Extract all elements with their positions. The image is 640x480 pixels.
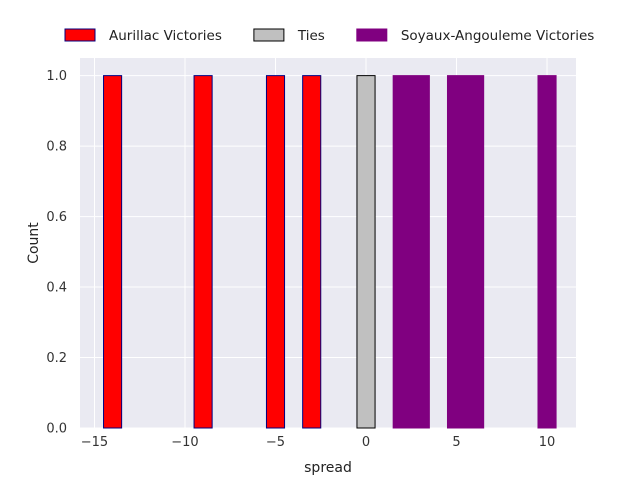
legend-label: Ties bbox=[297, 28, 325, 44]
bars bbox=[103, 75, 557, 429]
legend-item: Soyaux-Angouleme Victories bbox=[356, 28, 595, 44]
histogram-bar bbox=[446, 75, 485, 429]
legend-label: Soyaux-Angouleme Victories bbox=[401, 28, 595, 44]
histogram-bar bbox=[356, 75, 376, 429]
legend-label: Aurillac Victories bbox=[109, 28, 222, 44]
legend-item: Ties bbox=[253, 28, 325, 44]
y-axis-label: Count bbox=[26, 222, 42, 264]
plot-background bbox=[80, 58, 576, 428]
y-tick-label: 0.8 bbox=[46, 140, 67, 155]
histogram-bar bbox=[103, 75, 123, 429]
histogram-bar bbox=[193, 75, 213, 429]
x-tick-label: −15 bbox=[81, 435, 108, 450]
histogram-bar bbox=[265, 75, 286, 429]
histogram-bar bbox=[302, 75, 322, 429]
x-tick-label: −10 bbox=[171, 435, 198, 450]
x-axis-label: spread bbox=[304, 460, 352, 476]
y-tick-label: 1.0 bbox=[46, 69, 67, 84]
legend-item: Aurillac Victories bbox=[64, 28, 222, 44]
histogram-bar bbox=[537, 75, 557, 429]
y-tick-label: 0.2 bbox=[46, 351, 67, 366]
x-tick-label: −5 bbox=[266, 435, 285, 450]
y-axis-ticks: 0.0 0.2 0.4 0.6 0.8 1.0 bbox=[46, 69, 67, 436]
legend-swatch bbox=[253, 28, 285, 42]
legend-swatch bbox=[356, 28, 388, 42]
y-tick-label: 0.6 bbox=[46, 210, 67, 225]
x-tick-label: 10 bbox=[539, 435, 556, 450]
x-axis-ticks: −15 −10 −5 0 5 10 bbox=[81, 435, 556, 450]
x-tick-label: 0 bbox=[362, 435, 370, 450]
y-tick-label: 0.0 bbox=[46, 422, 67, 437]
legend-swatch bbox=[64, 28, 96, 42]
histogram-bar bbox=[392, 75, 430, 429]
y-tick-label: 0.4 bbox=[46, 281, 67, 296]
x-tick-label: 5 bbox=[452, 435, 460, 450]
legend: Aurillac Victories Ties Soyaux-Angouleme V… bbox=[64, 28, 595, 44]
